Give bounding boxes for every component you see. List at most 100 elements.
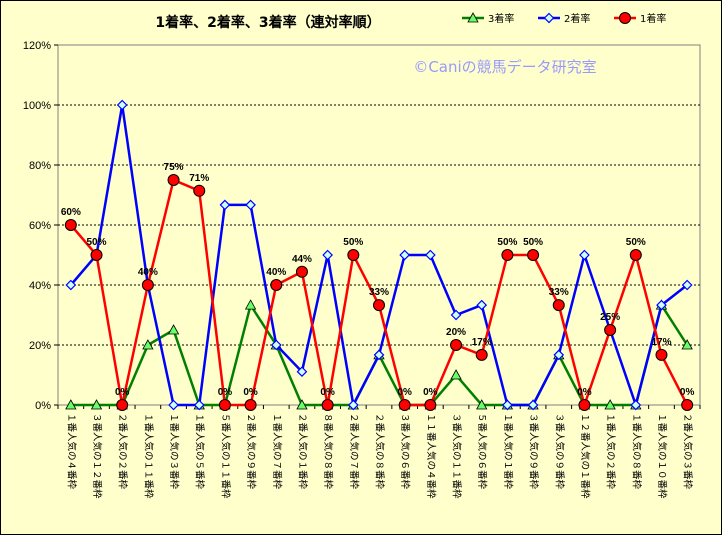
x-tick-label: ３番人気の９番枠 (553, 413, 565, 490)
marker-circle (655, 348, 668, 361)
y-tick-label: 0% (35, 400, 51, 412)
legend-label: 1着率 (640, 12, 666, 25)
x-tick-label: １番人気の２番枠 (605, 413, 617, 490)
legend-label: 2着率 (564, 12, 590, 25)
marker-circle (619, 12, 631, 24)
marker-diamond (193, 399, 205, 411)
y-tick-label: 40% (29, 280, 51, 292)
y-axis: 0% 20% 40% 60% 80% 100% 120% (23, 40, 58, 412)
marker-diamond (502, 399, 513, 411)
marker-circle (578, 399, 591, 411)
series-diamond (65, 99, 693, 411)
data-label: 60% (61, 207, 81, 218)
marker-circle (347, 249, 360, 261)
data-label: 0% (397, 387, 412, 398)
x-tick-label: ３番人気の６番枠 (399, 413, 411, 490)
marker-circle (450, 339, 463, 351)
data-label: 50% (497, 237, 517, 248)
x-tick-label: １２番人気の１番枠 (579, 413, 591, 499)
marker-circle (193, 184, 206, 197)
marker-circle (373, 299, 385, 312)
marker-diamond (656, 299, 667, 311)
data-label: 17% (472, 337, 492, 348)
marker-triangle (90, 399, 103, 410)
marker-diamond (168, 399, 179, 411)
data-label: 71% (189, 173, 209, 184)
marker-triangle (476, 399, 488, 410)
x-tick-label: ５番人気の６番枠 (476, 413, 488, 490)
marker-circle (552, 299, 565, 312)
marker-circle (321, 399, 334, 411)
marker-diamond (270, 339, 282, 351)
marker-diamond (476, 299, 488, 311)
marker-circle (604, 324, 617, 336)
marker-circle (141, 279, 154, 291)
data-labels: 60% 50% 0% 40% 75% 71% 0% 0% 40% 44% 0% 50% 33% 0% 0% 2… (61, 162, 695, 398)
marker-diamond (553, 349, 565, 361)
data-label: 50% (523, 237, 543, 248)
data-label: 33% (369, 287, 389, 298)
marker-diamond (347, 399, 359, 411)
x-tick-label: ８番人気の８番枠 (322, 413, 334, 490)
marker-diamond (296, 366, 308, 378)
x-tick-label: ３番人気の１１番枠 (451, 413, 463, 499)
marker-diamond (579, 249, 590, 261)
x-tick-label: ２番人気の７番枠 (348, 413, 360, 490)
marker-diamond (322, 249, 333, 261)
legend-item: 2着率 (538, 12, 590, 25)
marker-circle (116, 399, 129, 411)
data-label: 0% (423, 387, 438, 398)
marker-diamond (425, 249, 436, 261)
data-label: 75% (164, 162, 184, 173)
marker-circle (527, 249, 540, 261)
marker-triangle (65, 399, 77, 410)
marker-diamond (630, 399, 642, 411)
marker-circle (475, 348, 488, 361)
y-tick-label: 60% (29, 220, 51, 232)
x-tick-label: ２番人気の１番枠 (296, 413, 308, 490)
legend: 3着率 2着率 1着率 (462, 12, 666, 25)
x-tick-label: １１番人気の４番枠 (425, 413, 437, 499)
data-label: 50% (343, 237, 363, 248)
x-tick-label: １番人気の８番枠 (630, 413, 642, 490)
y-tick-label: 100% (23, 100, 51, 112)
marker-diamond (373, 349, 385, 361)
marker-diamond (245, 199, 256, 211)
x-tick-label: １番人気の１番枠 (502, 413, 514, 490)
marker-triangle (681, 339, 693, 350)
data-label: 0% (218, 387, 233, 398)
legend-item: 1着率 (614, 12, 666, 25)
y-tick-label: 120% (23, 40, 51, 52)
series-circle (64, 174, 694, 411)
marker-circle (629, 249, 642, 261)
x-axis: １番人気の４番枠 ３番人気の１２番枠 ２番人気の２番枠 １番人気の１１番枠 １番人気の３… (57, 405, 701, 499)
marker-triangle (604, 399, 616, 410)
data-label: 0% (243, 387, 258, 398)
x-tick-label: １番人気の１０番枠 (656, 413, 668, 499)
marker-circle (90, 249, 103, 261)
y-tick-label: 20% (29, 340, 51, 352)
marker-circle (681, 399, 694, 411)
marker-circle (64, 219, 77, 231)
data-label: 25% (600, 312, 620, 323)
data-label: 50% (87, 237, 107, 248)
marker-triangle (467, 12, 479, 23)
x-tick-label: ２番人気の９番枠 (245, 413, 257, 490)
marker-circle (244, 399, 257, 411)
data-label: 44% (292, 254, 312, 265)
data-label: 33% (549, 287, 569, 298)
x-tick-label: １番人気の１１番枠 (142, 413, 154, 499)
gridlines (58, 104, 700, 346)
marker-triangle (167, 324, 180, 335)
data-label: 40% (138, 267, 158, 278)
data-label: 0% (680, 387, 695, 398)
marker-circle (167, 174, 180, 186)
marker-triangle (142, 339, 154, 350)
marker-diamond (450, 309, 462, 321)
legend-label: 3着率 (488, 12, 514, 25)
marker-circle (424, 399, 437, 411)
marker-diamond (399, 249, 411, 261)
x-tick-label: １番人気の３番枠 (168, 413, 180, 490)
chart-title: 1着率、2着率、3着率（連対率順） (155, 14, 380, 31)
